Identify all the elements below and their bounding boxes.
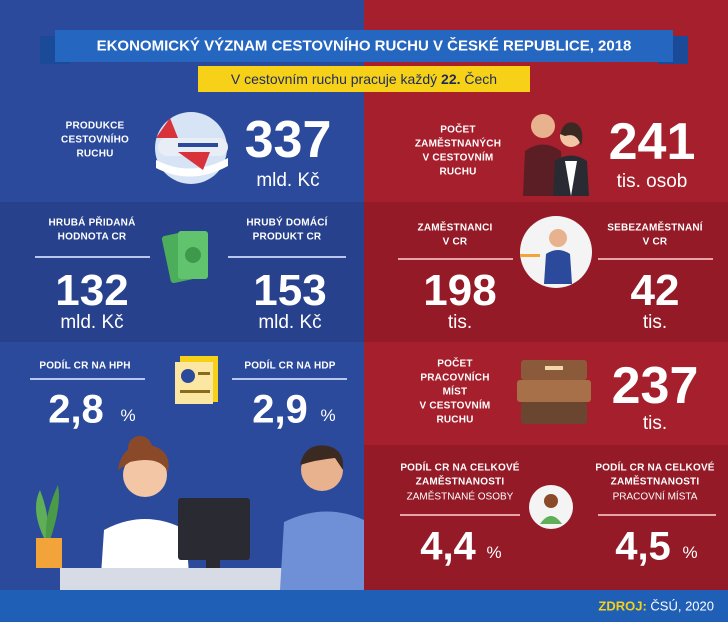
unit: mld. Kč: [60, 312, 124, 333]
rule: [228, 256, 346, 258]
label: MÍST: [442, 386, 468, 398]
source: ZDROJ: ČSÚ, 2020: [598, 599, 714, 614]
label: RUCHU: [436, 414, 474, 426]
rule: [35, 256, 150, 258]
subtitle-box: [198, 66, 530, 92]
label: ZAMĚSTNANOSTI: [610, 476, 700, 488]
label: PRODUKT CR: [252, 231, 322, 243]
label: SEBEZAMĚSTNANÍ: [607, 222, 703, 234]
label: HRUBÁ PŘIDANÁ: [48, 217, 136, 229]
sublabel: ZAMĚSTNANÉ OSOBY: [406, 491, 514, 503]
label: ZAMĚSTNANCI: [417, 222, 493, 234]
person-icon: [529, 485, 573, 529]
rule: [398, 258, 513, 260]
label: HODNOTA CR: [57, 231, 127, 243]
staff-icon: [523, 114, 589, 196]
document-icon: [175, 356, 218, 404]
unit: mld. Kč: [258, 312, 322, 333]
label: RUCHU: [76, 148, 114, 160]
rule: [598, 258, 713, 260]
subtitle: V cestovním ruchu pracuje každý 22. Čech: [231, 71, 497, 87]
money-icon: [161, 230, 208, 284]
label: V CR: [642, 236, 668, 248]
suitcase-icon: [517, 360, 591, 424]
value: 132: [55, 266, 129, 315]
label: PODÍL CR NA HPH: [39, 360, 131, 372]
label: ZAMĚSTNANOSTI: [415, 476, 505, 488]
label: ZAMĚSTNANÝCH: [414, 138, 502, 150]
unit: %: [120, 406, 136, 425]
subtitle-text: V cestovním ruchu pracuje každý: [230, 71, 438, 87]
label: V CESTOVNÍM: [422, 152, 494, 164]
label: PRACOVNÍCH: [420, 372, 490, 384]
label: V CR: [442, 236, 468, 248]
label: PRODUKCE: [65, 120, 125, 132]
illustration: [36, 436, 364, 590]
rule: [598, 514, 716, 516]
label: POČET: [437, 358, 473, 370]
unit: mld. Kč: [256, 170, 320, 191]
source-text: ČSÚ, 2020: [650, 598, 714, 614]
value: 42: [630, 266, 680, 315]
unit: %: [320, 406, 336, 425]
unit: tis.: [642, 413, 668, 434]
unit: tis.: [642, 312, 668, 333]
value: 198: [423, 266, 497, 315]
sublabel: PRACOVNÍ MÍSTA: [612, 491, 698, 503]
value: 241: [608, 113, 696, 171]
subtitle-end: Čech: [464, 71, 498, 87]
value: 237: [611, 357, 699, 415]
unit: tis.: [447, 312, 473, 333]
label: POČET: [440, 124, 476, 136]
source-label: ZDROJ:: [598, 598, 647, 614]
rule: [400, 514, 520, 516]
label: V CESTOVNÍM: [419, 400, 491, 412]
label: PODÍL CR NA CELKOVÉ: [400, 462, 520, 474]
footer: [0, 590, 728, 622]
unit: %: [486, 543, 502, 562]
waiter-icon: [520, 216, 592, 288]
label: HRUBÝ DOMÁCÍ: [246, 217, 328, 229]
rule: [30, 378, 145, 380]
label: CESTOVNÍHO: [61, 134, 129, 146]
value: 2,8: [48, 387, 104, 432]
value: 337: [244, 111, 332, 169]
label: PODÍL CR NA CELKOVÉ: [595, 462, 715, 474]
label: RUCHU: [439, 166, 477, 178]
title-ribbon: [55, 30, 673, 62]
value: 2,9: [252, 387, 308, 432]
value: 153: [253, 266, 327, 315]
label: PODÍL CR NA HDP: [244, 360, 336, 372]
subtitle-number: 22.: [441, 71, 461, 87]
plane-icon: [155, 112, 228, 184]
unit: tis. osob: [616, 171, 688, 192]
value: 4,5: [615, 524, 671, 569]
unit: %: [682, 543, 698, 562]
value: 4,4: [420, 524, 476, 569]
rule: [232, 378, 347, 380]
title: EKONOMICKÝ VÝZNAM CESTOVNÍHO RUCHU V ČES…: [96, 37, 632, 55]
